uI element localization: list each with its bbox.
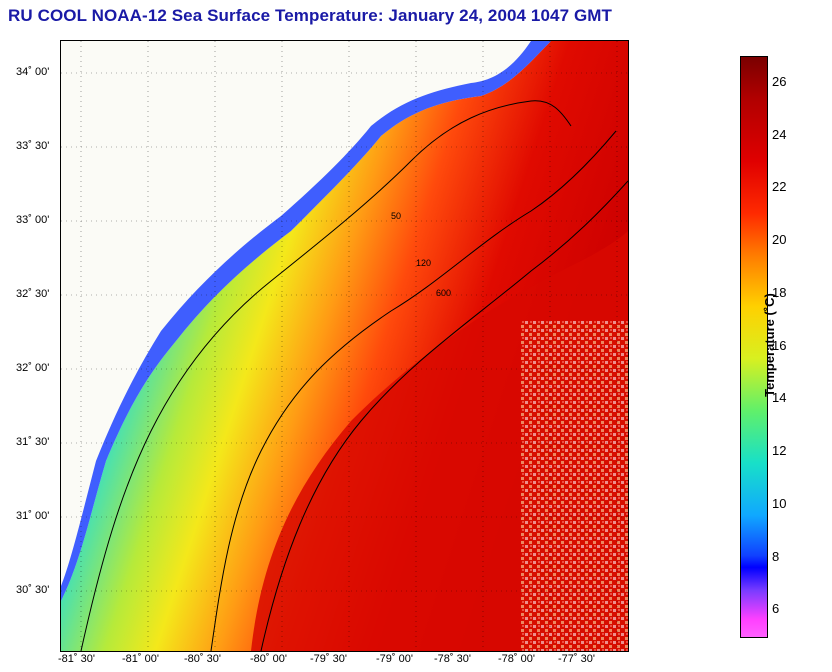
graticule (61, 41, 628, 651)
colorbar-title: Temperature (˚C) (762, 293, 777, 397)
lon-tick-label: -81˚ 00' (122, 653, 159, 665)
cloud-speckle (521, 321, 628, 651)
colorbar-tick-label: 22 (772, 179, 787, 194)
lat-tick-label: 34˚ 00' (16, 66, 50, 78)
map-title: RU COOL NOAA-12 Sea Surface Temperature:… (8, 6, 613, 25)
colorbar-tick-label: 12 (772, 443, 787, 458)
colorbar-tick-label: 14 (772, 390, 787, 405)
sst-map-canvas: 50 120 600 (61, 41, 628, 651)
contour-label-120: 120 (416, 258, 431, 268)
contour-120 (210, 130, 617, 651)
lat-tick-label: 31˚ 30' (16, 436, 50, 448)
lon-tick-label: -79˚ 30' (310, 653, 347, 665)
contour-label-600: 600 (436, 288, 451, 298)
lat-tick-label: 31˚ 00' (16, 510, 50, 522)
temperature-colorbar (740, 56, 768, 638)
lon-tick-label: -77˚ 30' (558, 653, 595, 665)
lat-tick-label: 32˚ 00' (16, 362, 50, 374)
lon-tick-label: -80˚ 00' (250, 653, 287, 665)
lon-tick-label: -80˚ 30' (184, 653, 221, 665)
lat-tick-label: 30˚ 30' (16, 584, 50, 596)
lon-tick-label: -78˚ 30' (434, 653, 471, 665)
colorbar-tick-label: 6 (772, 601, 780, 616)
colorbar-tick-label: 16 (772, 338, 787, 353)
lat-tick-label: 33˚ 00' (16, 214, 50, 226)
colorbar-tick-label: 10 (772, 496, 787, 511)
lon-tick-label: -81˚ 30' (58, 653, 95, 665)
contour-600 (260, 180, 628, 651)
colorbar-tick-label: 24 (772, 127, 787, 142)
colorbar-tick-label: 20 (772, 232, 787, 247)
lat-tick-label: 32˚ 30' (16, 288, 50, 300)
lat-tick-label: 33˚ 30' (16, 140, 50, 152)
colorbar-tick-label: 18 (772, 285, 787, 300)
lon-tick-label: -79˚ 00' (376, 653, 413, 665)
contour-label-50: 50 (391, 211, 401, 221)
lon-tick-label: -78˚ 00' (498, 653, 535, 665)
colorbar-tick-label: 8 (772, 549, 780, 564)
colorbar-tick-label: 26 (772, 74, 787, 89)
contour-50 (80, 100, 572, 651)
sst-map[interactable]: 50 120 600 (60, 40, 629, 652)
